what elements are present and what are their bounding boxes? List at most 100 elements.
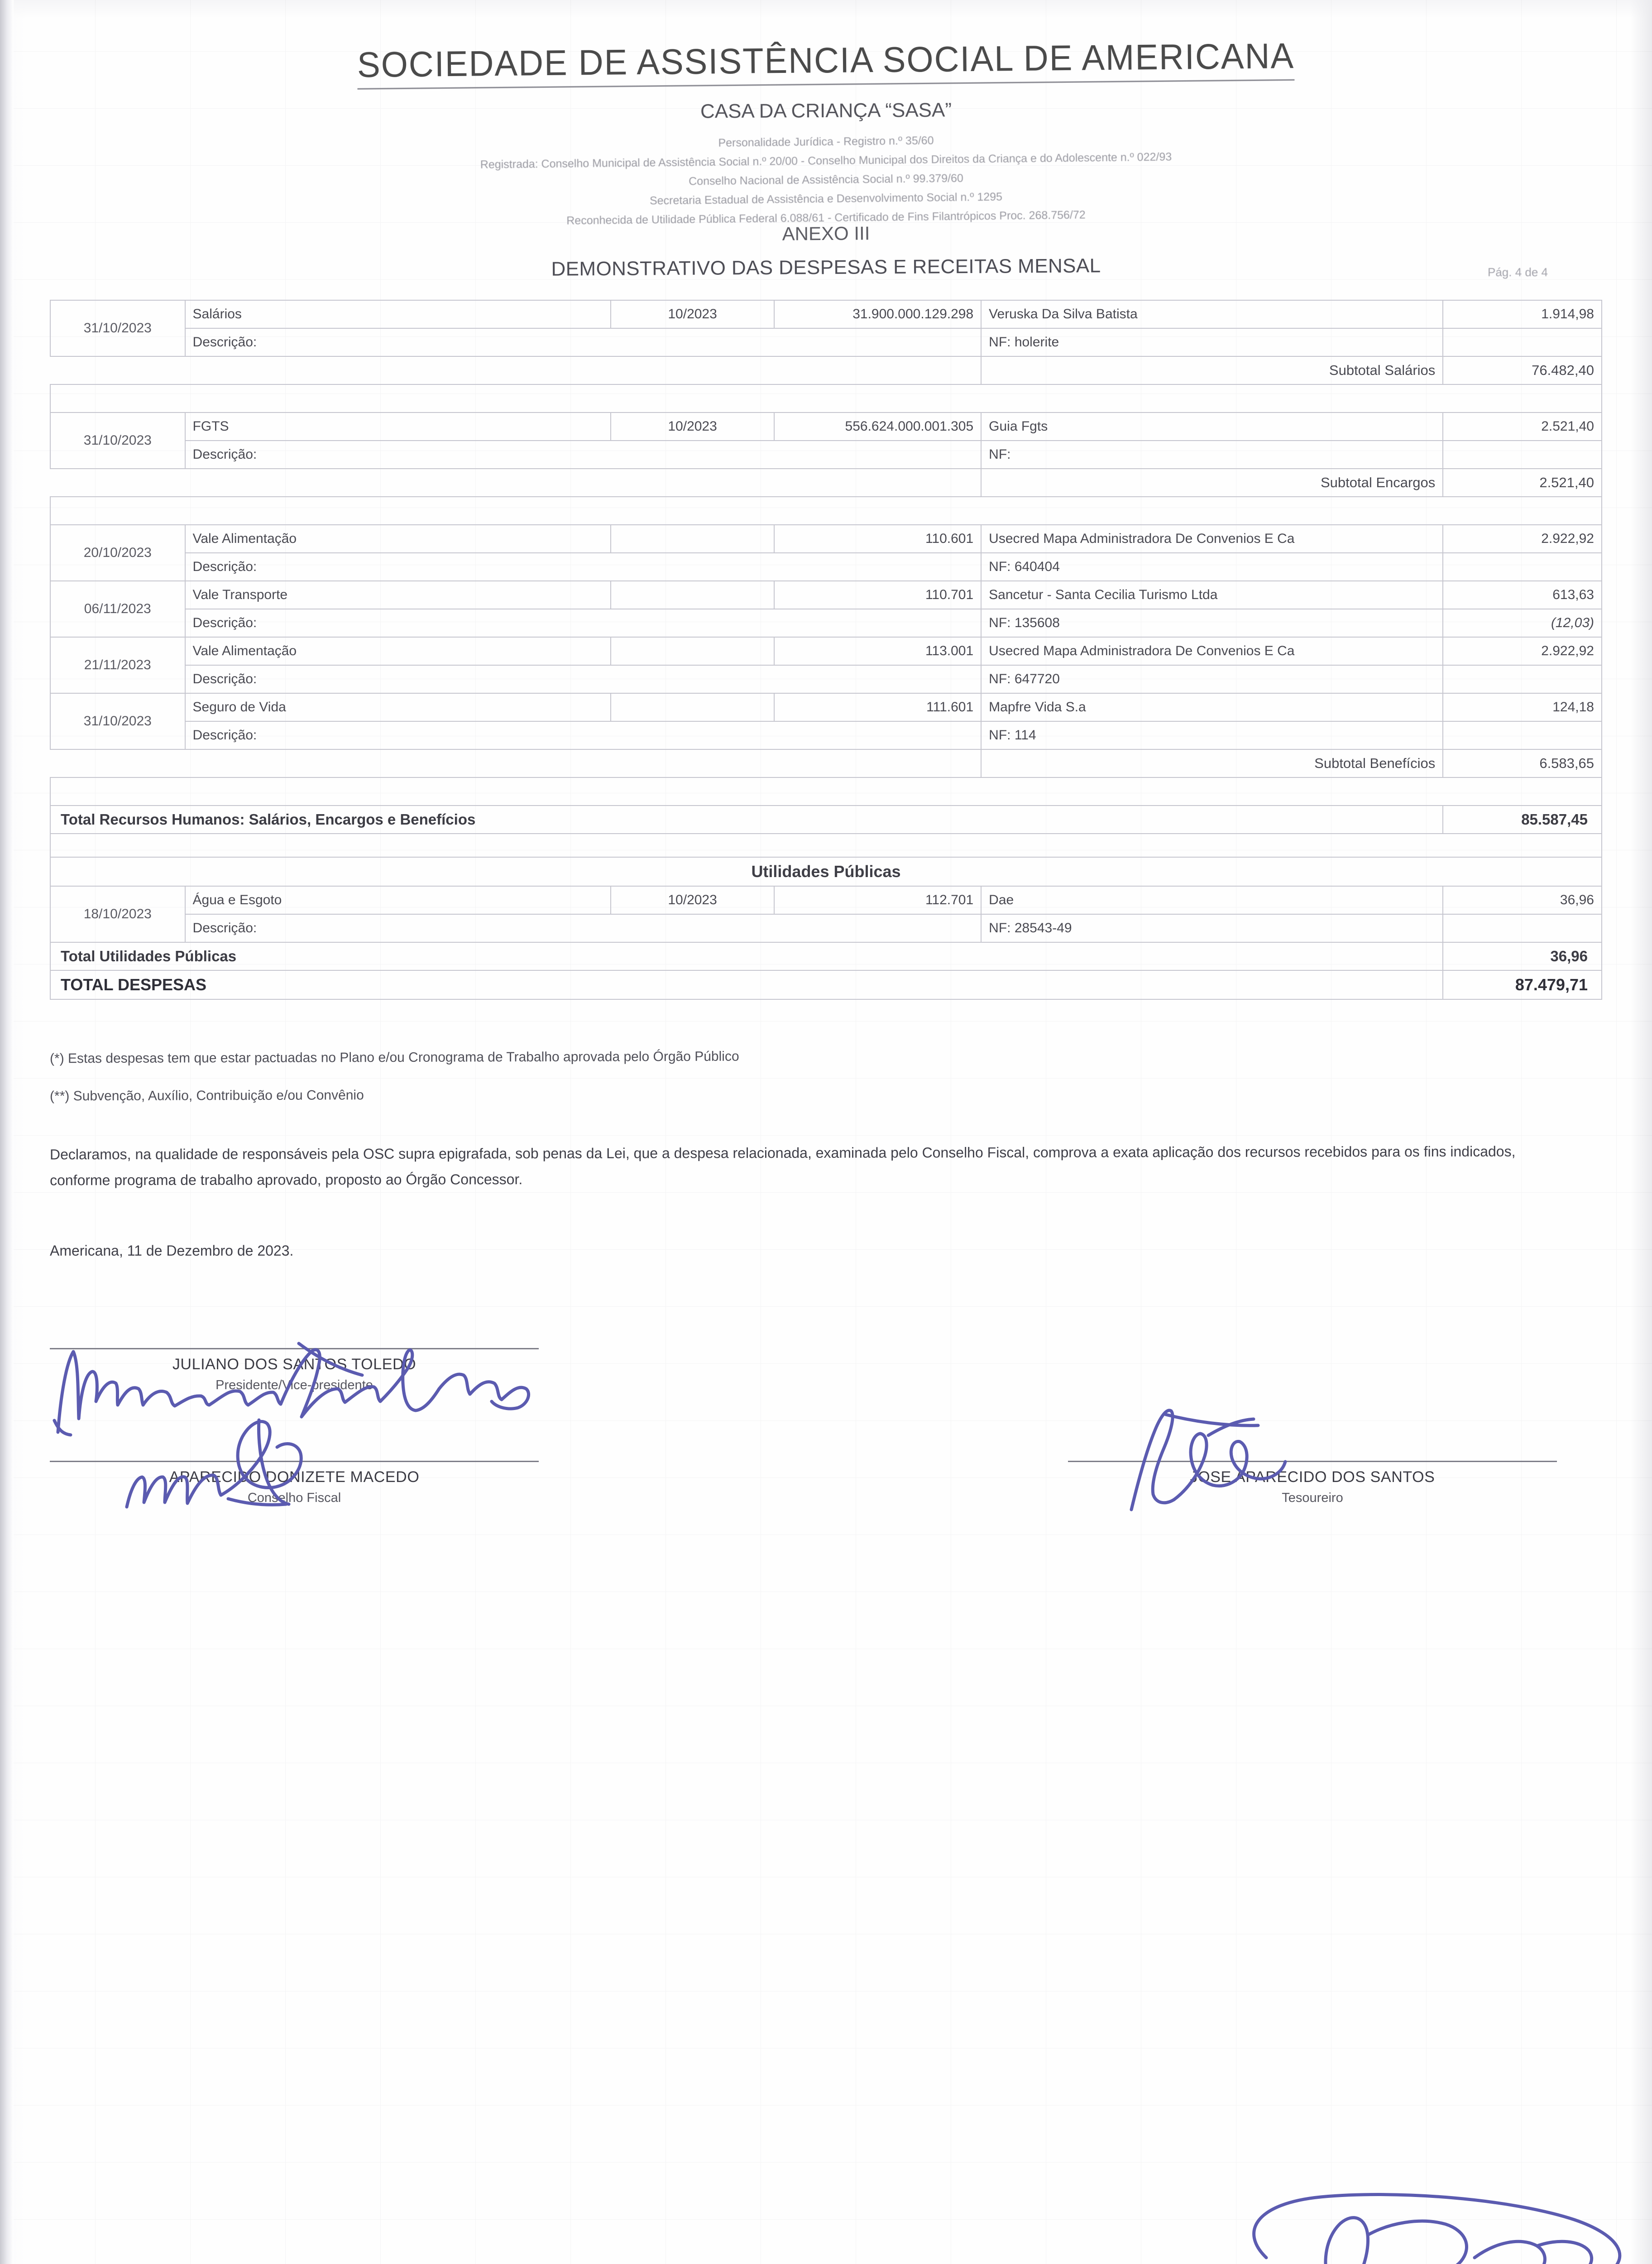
table-row-description: Descrição: NF: 647720 xyxy=(50,665,1602,694)
cell-supplier: Sancetur - Santa Cecilia Turismo Ltda xyxy=(981,580,1444,609)
cell-competence xyxy=(610,693,775,722)
cell-nf: NF: 135608 xyxy=(981,609,1444,638)
cell-value: 2.521,40 xyxy=(1442,412,1602,441)
cell-document: 113.001 xyxy=(774,637,982,666)
table-row: 21/11/2023 Vale Alimentação 113.001 Usec… xyxy=(50,637,1602,694)
cell-value: 2.922,92 xyxy=(1442,524,1602,553)
subtotal-value: 76.482,40 xyxy=(1442,356,1602,385)
signature-block-treasurer: JOSE APARECIDO DOS SANTOS Tesoureiro xyxy=(1068,1409,1602,1511)
subtotal-label: Subtotal Encargos xyxy=(981,468,1444,497)
page-edge-left-shadow xyxy=(0,0,14,2264)
signature-line-president xyxy=(50,1348,539,1349)
cell-document: 110.601 xyxy=(774,524,982,553)
cell-value: 2.922,92 xyxy=(1442,637,1602,666)
total-utilidades-value: 36,96 xyxy=(1442,942,1602,971)
signature-role-treasurer: Tesoureiro xyxy=(1282,1490,1343,1505)
table-row: 06/11/2023 Vale Transporte 110.701 Sance… xyxy=(50,580,1602,638)
cell-description-label: Descrição: xyxy=(184,665,982,694)
cell-competence: 10/2023 xyxy=(610,412,775,441)
total-rh-label: Total Recursos Humanos: Salários, Encarg… xyxy=(49,805,1444,834)
subtotal-label: Subtotal Salários xyxy=(981,356,1444,385)
signature-name-fiscal: APARECIDO DONIZETE MACEDO xyxy=(169,1468,420,1486)
organization-subtitle: CASA DA CRIANÇA “SASA” xyxy=(700,99,952,123)
cell-value: 1.914,98 xyxy=(1442,300,1602,329)
subtotal-label: Subtotal Benefícios xyxy=(981,749,1444,778)
signature-name-treasurer: JOSE APARECIDO DOS SANTOS xyxy=(1190,1468,1435,1486)
cell-spacer xyxy=(50,356,981,384)
signature-role-president: Presidente/Vice-presidente xyxy=(215,1377,373,1392)
table-row-description: Descrição: NF: 135608 (12,03) xyxy=(50,609,1602,638)
cell-description-label: Descrição: xyxy=(184,721,982,750)
total-despesas-row: TOTAL DESPESAS 87.479,71 xyxy=(49,970,1602,1000)
expenses-table-wrapper: 31/10/2023 Salários 10/2023 31.900.000.1… xyxy=(49,300,1602,1000)
table-row-description: Descrição: NF: 640404 xyxy=(50,552,1602,581)
footnote-double-asterisk: (**) Subvenção, Auxílio, Contribuição e/… xyxy=(49,1088,364,1104)
cell-nf: NF: 28543-49 xyxy=(981,914,1444,943)
subtotal-row-salarios: Subtotal Salários 76.482,40 xyxy=(50,356,1602,385)
signature-line-treasurer xyxy=(1068,1460,1557,1462)
cell-description-label: Descrição: xyxy=(184,552,982,581)
cell-document: 556.624.000.001.305 xyxy=(774,412,982,441)
cell-date: 18/10/2023 xyxy=(50,886,186,943)
cell-description: Salários xyxy=(184,300,611,329)
signature-block-president: JULIANO DOS SANTOS TOLEDO Presidente/Vic… xyxy=(50,1342,1602,1437)
cell-nf: NF: holerite xyxy=(981,328,1444,357)
signature-line-fiscal xyxy=(50,1460,539,1462)
signature-name-president: JULIANO DOS SANTOS TOLEDO xyxy=(172,1355,417,1373)
declaration-paragraph: Declaramos, na qualidade de responsáveis… xyxy=(49,1143,1516,1189)
cell-spacer xyxy=(50,749,981,777)
cell-supplier: Guia Fgts xyxy=(981,412,1444,441)
cell-competence xyxy=(610,580,775,609)
cell-value: 36,96 xyxy=(1442,886,1602,915)
signature-block-fiscal: APARECIDO DONIZETE MACEDO Conselho Fisca… xyxy=(50,1418,584,1509)
grand-total-label: TOTAL DESPESAS xyxy=(49,970,1444,1000)
total-rh-value: 85.587,45 xyxy=(1442,805,1602,834)
cell-spacer xyxy=(50,469,981,497)
cell-nf: NF: 114 xyxy=(981,721,1444,750)
table-row-description: Descrição: NF: xyxy=(50,440,1602,469)
subtotal-row-beneficios: Subtotal Benefícios 6.583,65 xyxy=(50,749,1602,778)
page-title: DEMONSTRATIVO DAS DESPESAS E RECEITAS ME… xyxy=(551,254,1101,280)
cell-competence xyxy=(610,637,775,666)
cell-supplier: Veruska Da Silva Batista xyxy=(981,300,1444,329)
document-content: SOCIEDADE DE ASSISTÊNCIA SOCIAL DE AMERI… xyxy=(49,0,1602,1511)
block-gap xyxy=(50,384,1602,413)
organization-name: SOCIEDADE DE ASSISTÊNCIA SOCIAL DE AMERI… xyxy=(357,35,1295,90)
grand-total-value: 87.479,71 xyxy=(1442,970,1602,1000)
cell-description: FGTS xyxy=(184,412,611,441)
footnote-single-asterisk: (*) Estas despesas tem que estar pactuad… xyxy=(49,1049,739,1066)
subtotal-value: 6.583,65 xyxy=(1442,749,1602,778)
document-title-row: DEMONSTRATIVO DAS DESPESAS E RECEITAS ME… xyxy=(50,254,1602,288)
total-utilidades-label: Total Utilidades Públicas xyxy=(49,942,1444,971)
table-row: 18/10/2023 Água e Esgoto 10/2023 112.701… xyxy=(50,886,1602,943)
block-gap xyxy=(50,777,1602,806)
page-number-label: Pág. 4 de 4 xyxy=(1488,265,1548,279)
cell-description-label: Descrição: xyxy=(184,609,982,638)
place-and-date: Americana, 11 de Dezembro de 2023. xyxy=(50,1242,294,1259)
total-recursos-humanos-row: Total Recursos Humanos: Salários, Encarg… xyxy=(49,805,1602,834)
cell-description-label: Descrição: xyxy=(184,914,982,943)
cell-document: 112.701 xyxy=(774,886,982,915)
cell-description: Vale Alimentação xyxy=(184,524,611,553)
cell-description: Água e Esgoto xyxy=(184,886,611,915)
cell-competence xyxy=(610,524,775,553)
cell-date: 31/10/2023 xyxy=(50,412,186,469)
cell-nf: NF: 647720 xyxy=(981,665,1444,694)
cell-value: 613,63 xyxy=(1442,580,1602,609)
subtotal-row-encargos: Subtotal Encargos 2.521,40 xyxy=(50,468,1602,497)
cell-description: Vale Transporte xyxy=(184,580,611,609)
subtotal-value: 2.521,40 xyxy=(1442,468,1602,497)
section-header-utilidades: Utilidades Públicas xyxy=(50,857,1602,887)
table-row: 20/10/2023 Vale Alimentação 110.601 Usec… xyxy=(50,524,1602,581)
cell-date: 21/11/2023 xyxy=(50,637,186,694)
cell-value: 124,18 xyxy=(1442,693,1602,722)
cell-description: Vale Alimentação xyxy=(184,637,611,666)
table-row-description: Descrição: NF: 28543-49 xyxy=(50,914,1602,943)
cell-supplier: Usecred Mapa Administradora De Convenios… xyxy=(981,524,1444,553)
cell-document: 110.701 xyxy=(774,580,982,609)
cell-nf-value xyxy=(1442,328,1602,357)
cell-competence: 10/2023 xyxy=(610,886,775,915)
signature-role-fiscal: Conselho Fiscal xyxy=(247,1490,341,1505)
letterhead: SOCIEDADE DE ASSISTÊNCIA SOCIAL DE AMERI… xyxy=(50,0,1602,227)
cell-supplier: Dae xyxy=(981,886,1444,915)
